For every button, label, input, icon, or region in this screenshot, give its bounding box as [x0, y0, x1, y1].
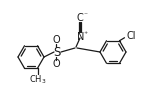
Text: CH$_3$: CH$_3$: [29, 73, 46, 86]
Text: S: S: [53, 45, 61, 58]
Text: N: N: [77, 32, 85, 42]
Text: ⁺: ⁺: [84, 29, 88, 39]
Text: O: O: [52, 35, 60, 45]
Text: ⁻: ⁻: [83, 10, 87, 19]
Text: C: C: [77, 13, 83, 23]
Text: Cl: Cl: [127, 31, 136, 41]
Text: O: O: [52, 59, 60, 69]
